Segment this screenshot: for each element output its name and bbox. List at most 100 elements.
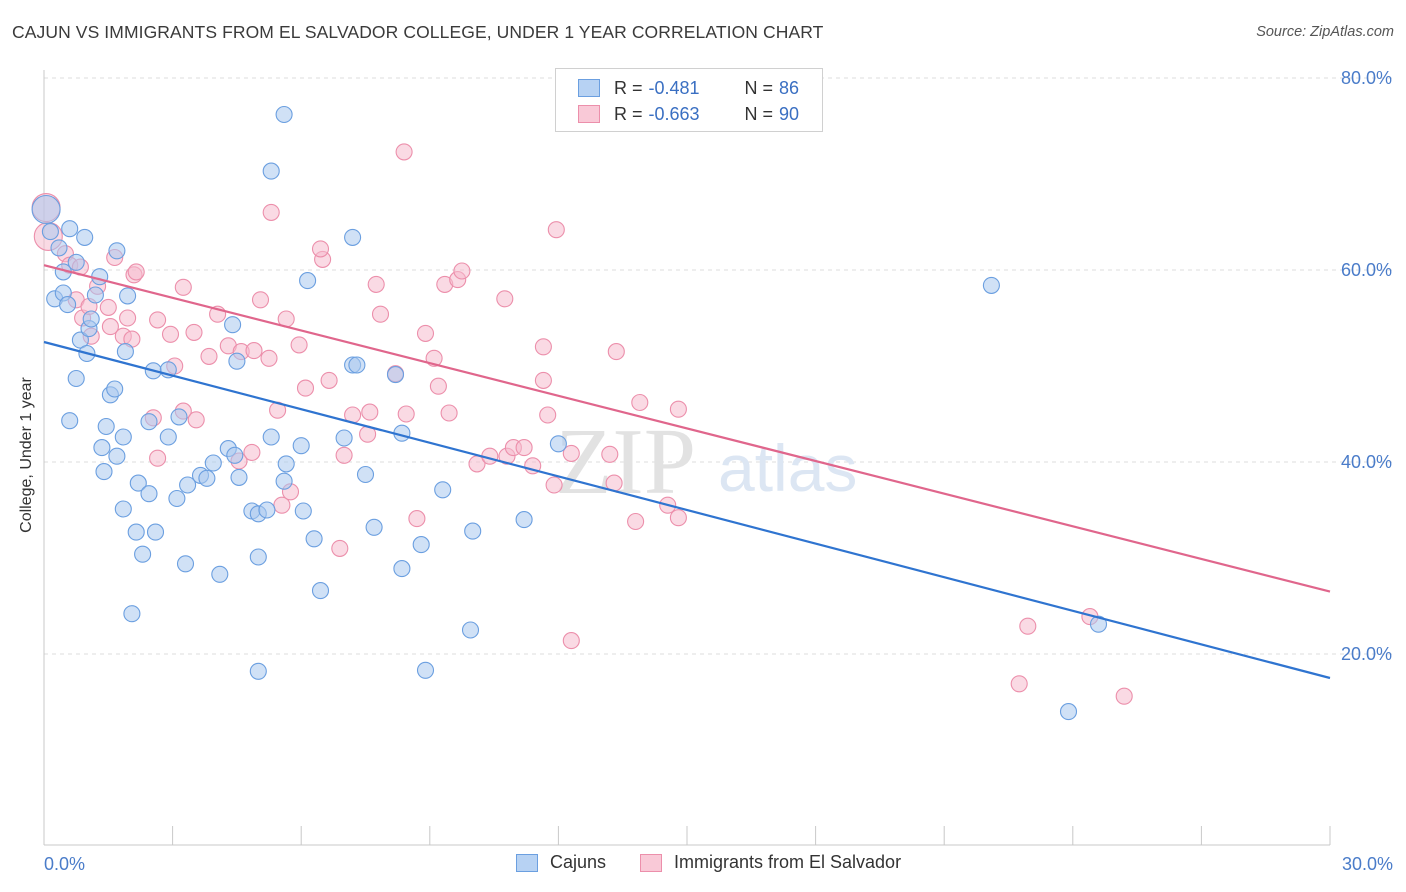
cajun-point — [386, 366, 405, 384]
legend-item-cajuns[interactable]: Cajuns — [516, 852, 606, 873]
el-salvador-point — [367, 275, 385, 293]
cajun-point — [61, 412, 79, 430]
cajun-point — [461, 621, 480, 639]
y-tick-label: 40.0% — [1341, 452, 1392, 472]
cajun-point — [515, 511, 533, 529]
cajun-point — [82, 310, 100, 328]
el-salvador-point — [1010, 675, 1028, 693]
y-tick-label: 60.0% — [1341, 260, 1392, 280]
el-salvador-point — [539, 406, 557, 424]
cajun-point — [348, 356, 366, 374]
cajun-point — [365, 518, 383, 536]
cajun-point — [146, 523, 165, 541]
cajun-point — [67, 369, 85, 388]
legend-r-value: -0.663 — [648, 103, 700, 124]
legend-row-cajuns: R = -0.481 N = 86 — [578, 77, 817, 99]
cajun-point — [41, 223, 59, 241]
el-salvador-point — [127, 263, 145, 281]
cajun-point — [412, 536, 430, 554]
cajun-point — [356, 465, 375, 484]
axes — [43, 70, 1331, 846]
el-salvador-point — [515, 439, 533, 457]
x-tick-label: 0.0% — [44, 854, 85, 874]
legend-swatch-pink — [640, 853, 662, 872]
legend-n-label: N = — [744, 103, 774, 124]
source-credit: Source: ZipAtlas.com — [1256, 24, 1394, 40]
legend-r-label: R = — [614, 77, 643, 98]
el-salvador-point — [149, 311, 167, 329]
el-salvador-point — [185, 323, 203, 341]
el-salvador-point — [453, 262, 471, 280]
el-salvador-point — [669, 400, 687, 418]
cajun-point — [249, 548, 267, 566]
watermark-atlas: atlas — [718, 431, 857, 505]
cajun-point — [275, 472, 293, 490]
cajun-point — [258, 501, 276, 519]
el-salvador-point — [251, 291, 270, 309]
cajun-point — [50, 239, 68, 257]
el-salvador-point — [101, 318, 119, 336]
cajun-point — [159, 428, 177, 446]
cajun-point — [416, 661, 435, 679]
el-salvador-point — [335, 446, 353, 464]
cajun-point — [108, 447, 126, 465]
el-salvador-point — [290, 336, 308, 354]
cajun-point — [198, 469, 216, 487]
cajun-point — [93, 439, 111, 457]
el-salvador-point — [331, 539, 349, 557]
el-salvador-point — [119, 309, 137, 327]
el-salvador-point — [1019, 617, 1037, 635]
cajun-point — [262, 428, 280, 446]
el-salvador-point — [669, 509, 687, 527]
el-salvador-point — [547, 221, 565, 239]
tick-labels: 20.0% 40.0% 60.0% 80.0% 0.0% 30.0% — [44, 68, 1393, 874]
cajun-point — [275, 105, 293, 124]
cajun-point — [123, 605, 141, 623]
cajun-point — [61, 220, 79, 238]
el-salvador-point — [631, 393, 649, 412]
cajun-point — [393, 560, 411, 578]
el-salvador-point — [408, 510, 426, 528]
legend-n-label: N = — [744, 77, 774, 98]
cajun-point — [179, 476, 197, 494]
legend-swatch-blue — [516, 853, 538, 872]
el-salvador-point — [296, 379, 315, 397]
cajun-point — [127, 523, 145, 541]
el-salvador-point — [395, 143, 413, 161]
cajun-point — [91, 268, 109, 286]
el-salvador-point — [534, 371, 552, 389]
cajun-point — [299, 272, 317, 290]
cajun-point — [134, 545, 152, 563]
cajun-point — [95, 463, 113, 481]
legend-item-el-salvador[interactable]: Immigrants from El Salvador — [640, 852, 901, 873]
el-salvador-point — [320, 371, 338, 389]
el-salvador-point — [245, 342, 263, 360]
el-salvador-point — [627, 512, 645, 531]
legend-label-el-salvador: Immigrants from El Salvador — [674, 852, 902, 872]
cajun-point — [226, 446, 244, 464]
cajun-point — [262, 162, 280, 180]
cajun-point — [116, 343, 134, 361]
el-salvador-point — [1115, 687, 1133, 705]
y-tick-label: 80.0% — [1341, 68, 1392, 88]
cajun-point — [311, 582, 330, 600]
stats-legend: R = -0.481 N = 86 R = -0.663 N = 90 — [555, 68, 823, 132]
el-salvador-point — [149, 449, 167, 467]
cajun-point — [59, 296, 77, 314]
series-legend: Cajuns Immigrants from El Salvador — [0, 852, 1406, 876]
cajun-point — [1059, 703, 1078, 721]
el-salvador-point — [262, 203, 280, 221]
legend-swatch-pink — [578, 105, 600, 123]
cajun-point — [211, 565, 229, 583]
cajun-point — [106, 380, 124, 398]
cajun-point — [549, 435, 567, 453]
x-tick-label: 30.0% — [1342, 854, 1393, 874]
cajun-point — [140, 413, 158, 431]
el-salvador-point — [200, 347, 218, 365]
el-salvador-point — [562, 444, 580, 462]
cajun-point — [31, 194, 61, 225]
cajun-trend-line — [43, 340, 1331, 680]
cajun-point — [249, 662, 267, 680]
el-salvador-point — [397, 405, 415, 423]
